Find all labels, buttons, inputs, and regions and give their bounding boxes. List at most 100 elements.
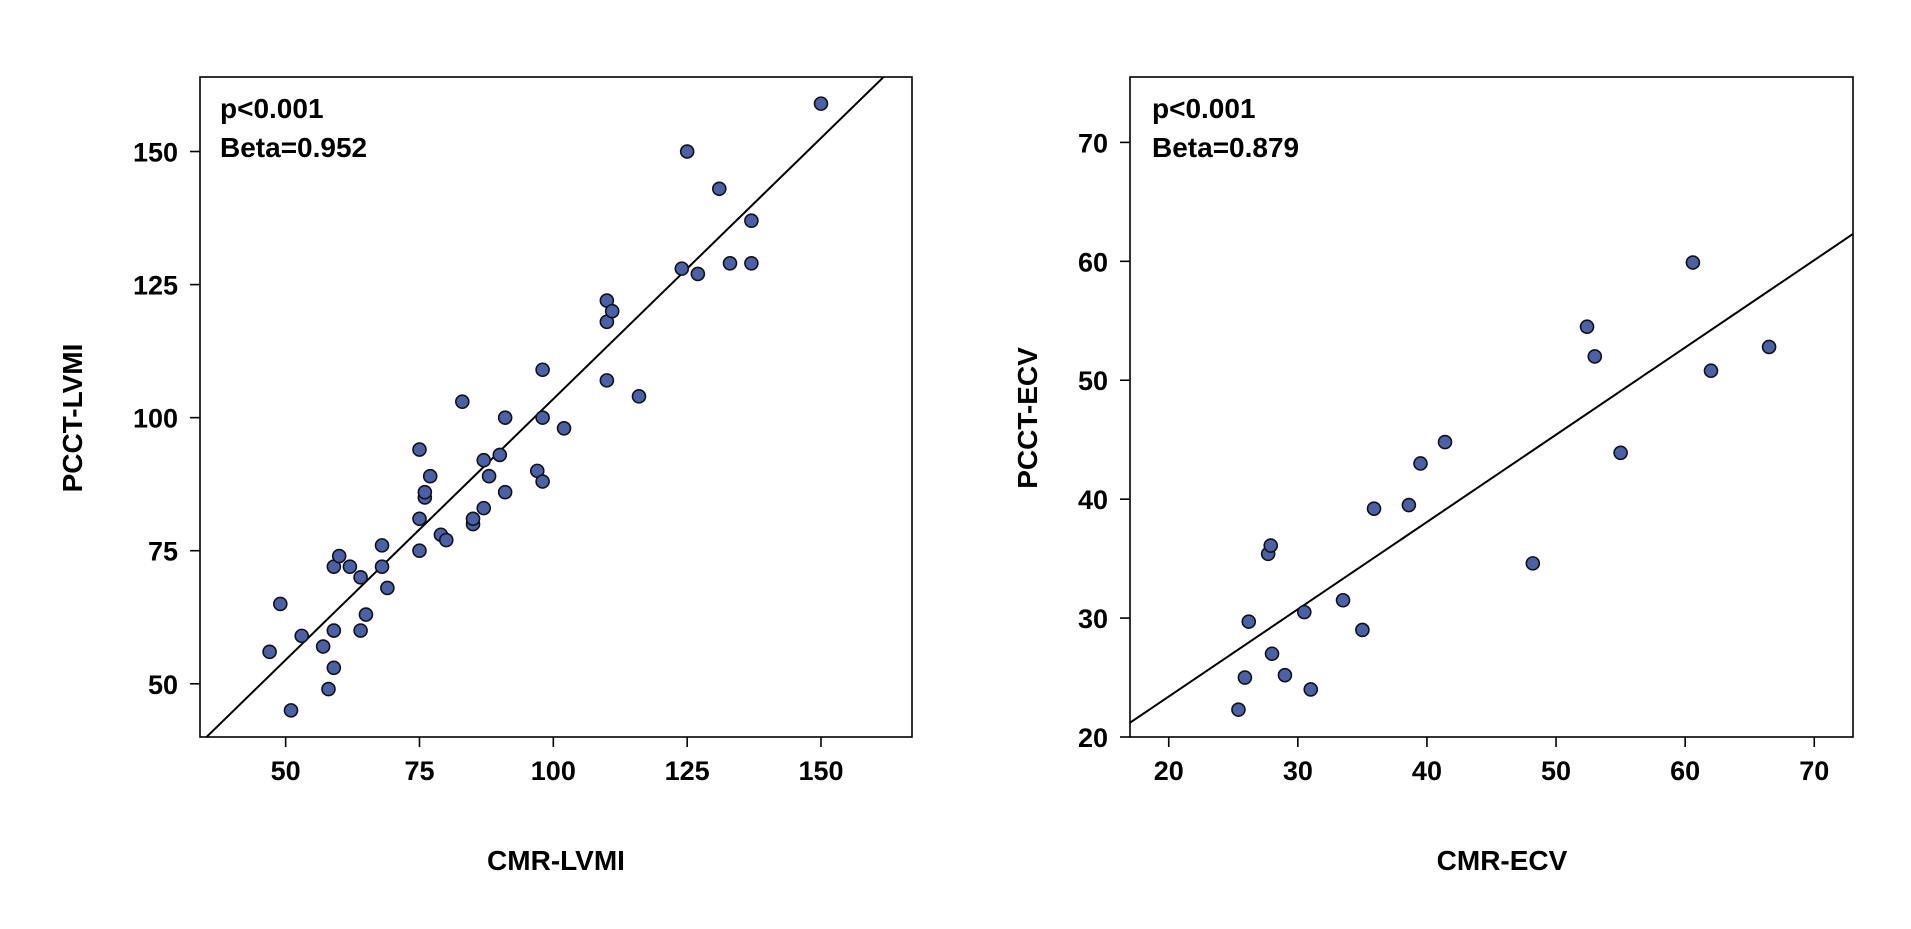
data-point (1241, 614, 1257, 629)
p-value-annotation: p<0.001 (220, 93, 324, 124)
data-point (722, 255, 738, 271)
data-point (1277, 667, 1293, 683)
data-point (412, 442, 427, 457)
y-tick-label: 125 (133, 271, 178, 301)
x-tick-label: 75 (404, 756, 434, 786)
data-point (476, 452, 492, 468)
data-point (1613, 445, 1628, 461)
x-tick-label: 50 (1541, 756, 1571, 786)
x-axis-title: CMR-LVMI (487, 845, 625, 876)
y-tick-label: 20 (1078, 723, 1108, 753)
ecv-scatter-panel: 20 30 40 50 60 70 20 30 40 50 60 70 p<0.001 Beta=0… (1012, 76, 1854, 876)
data-point (535, 410, 550, 425)
data-point (1355, 622, 1370, 638)
data-point (465, 511, 481, 527)
data-point (422, 468, 438, 484)
data-point (283, 703, 299, 718)
data-point (535, 362, 550, 378)
plot-frame (199, 76, 913, 738)
data-point (1264, 646, 1280, 662)
data-point (262, 644, 277, 660)
data-point (1579, 319, 1595, 335)
data-point (326, 623, 342, 638)
data-point (1335, 592, 1351, 608)
data-point (813, 96, 829, 111)
data-point (1237, 670, 1253, 685)
data-point (535, 474, 550, 489)
data-point (481, 468, 497, 484)
beta-annotation: Beta=0.952 (220, 132, 367, 163)
data-point (1296, 604, 1312, 620)
y-tick-label: 50 (148, 670, 178, 700)
x-tick-label: 100 (531, 756, 576, 786)
data-point (492, 447, 508, 463)
data-point (321, 681, 336, 697)
data-point (374, 538, 390, 553)
regression-line (205, 77, 886, 737)
data-point (476, 500, 492, 516)
y-tick-label: 75 (148, 537, 178, 567)
y-tick-label: 60 (1078, 247, 1108, 277)
data-point (380, 580, 395, 596)
data-point (744, 255, 759, 271)
x-tick-label: 40 (1412, 756, 1442, 786)
data-points (262, 96, 829, 718)
data-point (358, 607, 374, 622)
y-axis: 20 30 40 50 60 70 (1078, 128, 1130, 753)
data-point (455, 394, 470, 409)
data-point (294, 628, 310, 644)
data-point (1703, 363, 1719, 379)
y-axis-title: PCCT-ECV (1012, 347, 1043, 489)
x-axis-title: CMR-ECV (1437, 845, 1568, 876)
data-point (1366, 501, 1382, 516)
data-point (674, 261, 690, 276)
data-point (374, 559, 390, 574)
data-point (690, 266, 706, 282)
x-tick-label: 20 (1154, 756, 1184, 786)
data-point (1587, 349, 1603, 364)
data-point (1761, 339, 1777, 355)
y-tick-label: 100 (133, 404, 178, 434)
data-point (1437, 434, 1453, 450)
data-point (438, 532, 454, 548)
y-tick-label: 40 (1078, 485, 1108, 515)
x-axis: 20 30 40 50 60 70 (1154, 737, 1829, 786)
data-point (417, 484, 433, 500)
data-point (631, 389, 647, 404)
y-tick-label: 50 (1078, 366, 1108, 396)
data-point (1525, 556, 1541, 571)
y-tick-label: 30 (1078, 604, 1108, 634)
data-point (353, 570, 368, 585)
data-point (1413, 456, 1428, 471)
y-tick-label: 150 (133, 138, 178, 168)
data-point (711, 181, 727, 197)
beta-annotation: Beta=0.879 (1152, 132, 1299, 163)
data-point (1685, 255, 1701, 270)
data-point (315, 639, 331, 654)
data-point (1231, 702, 1246, 717)
x-tick-label: 30 (1283, 756, 1313, 786)
y-axis: 50 75 100 125 150 (133, 138, 200, 700)
x-tick-label: 125 (665, 756, 710, 786)
data-point (342, 559, 358, 574)
data-point (353, 623, 368, 638)
data-point (1303, 682, 1319, 697)
x-tick-label: 150 (798, 756, 843, 786)
data-point (331, 548, 347, 564)
data-point (497, 484, 513, 500)
x-tick-label: 50 (271, 756, 301, 786)
data-point (273, 596, 288, 612)
plot-frame (1129, 76, 1854, 738)
x-tick-label: 70 (1799, 756, 1829, 786)
data-point (744, 213, 759, 229)
x-tick-label: 60 (1670, 756, 1700, 786)
data-points (1231, 255, 1777, 717)
lvmi-scatter-panel: 50 75 100 125 150 50 75 100 125 150 p<0.001 Beta… (57, 76, 913, 876)
data-point (556, 420, 572, 436)
p-value-annotation: p<0.001 (1152, 93, 1256, 124)
data-point (599, 373, 615, 388)
y-axis-title: PCCT-LVMI (57, 344, 88, 493)
data-point (412, 511, 427, 527)
data-point (412, 543, 427, 559)
